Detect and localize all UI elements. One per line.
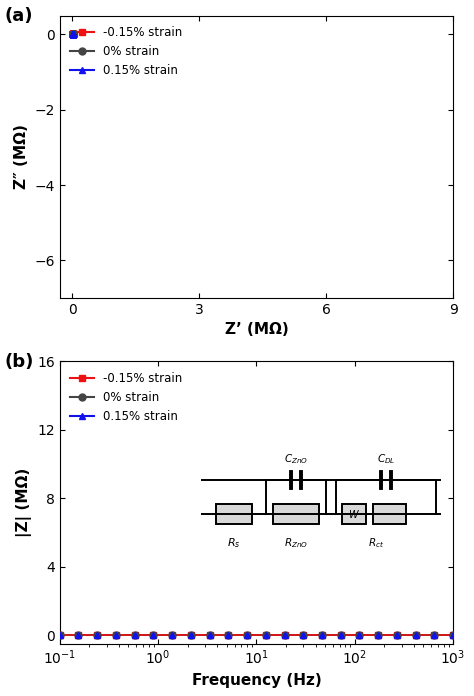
- Y-axis label: Z″ (MΩ): Z″ (MΩ): [14, 125, 29, 189]
- Legend: -0.15% strain, 0% strain, 0.15% strain: -0.15% strain, 0% strain, 0.15% strain: [66, 367, 187, 427]
- Legend: -0.15% strain, 0% strain, 0.15% strain: -0.15% strain, 0% strain, 0.15% strain: [66, 22, 187, 82]
- Text: (a): (a): [5, 7, 33, 25]
- X-axis label: Frequency (Hz): Frequency (Hz): [191, 672, 321, 688]
- X-axis label: Z’ (MΩ): Z’ (MΩ): [225, 322, 288, 338]
- Y-axis label: |Z| (MΩ): |Z| (MΩ): [16, 468, 32, 537]
- Text: (b): (b): [5, 353, 34, 371]
